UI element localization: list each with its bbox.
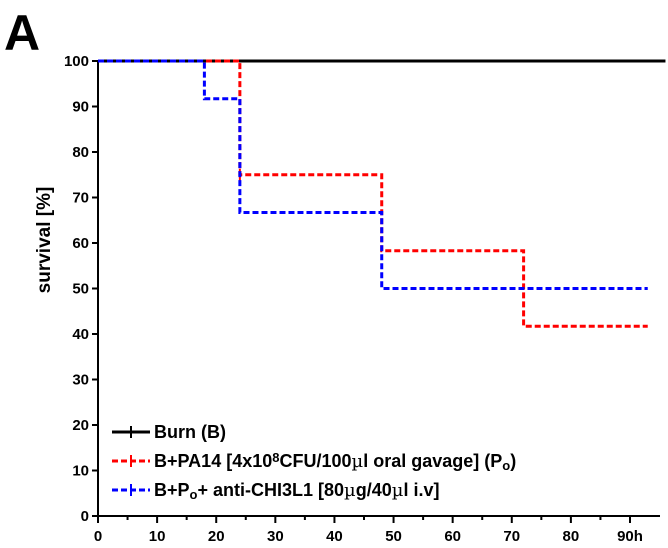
- y-tick-label: 20: [72, 417, 89, 434]
- series-line: [98, 59, 648, 290]
- y-tick-label: 90: [72, 99, 89, 116]
- y-tick-label: 30: [72, 372, 89, 389]
- y-tick-label: 80: [72, 144, 89, 161]
- y-axis-label: survival [%]: [34, 187, 55, 294]
- legend-label: B+PA14 [4x108CFU/100µl oral gavage] (Po): [154, 450, 516, 473]
- y-tick-label: 50: [72, 281, 89, 298]
- x-tick-label: 40: [326, 528, 343, 545]
- x-tick-label: 10: [149, 528, 166, 545]
- x-tick-label: 80: [563, 528, 580, 545]
- y-tick-label: 100: [64, 53, 89, 70]
- x-tick-label: 0: [94, 528, 102, 545]
- x-tick-label: 20: [208, 528, 225, 545]
- x-tick-label: 60: [444, 528, 461, 545]
- x-tick-label: 70: [503, 528, 520, 545]
- panel-label: A: [4, 5, 40, 61]
- y-tick-label: 0: [81, 508, 89, 525]
- legend-label: B+Po+ anti-CHI3L1 [80µg/40µl i.v]: [154, 480, 439, 502]
- y-tick-label: 10: [72, 463, 89, 480]
- legend-label: Burn (B): [154, 422, 226, 442]
- ticks: 0 10 20 30 40 50 60 70 80 90 100 0 10 20 30 40 50 60 70 80 9…: [64, 53, 643, 545]
- y-tick-label: 60: [72, 235, 89, 252]
- y-tick-label: 70: [72, 190, 89, 207]
- legend: Burn (B) B+PA14 [4x108CFU/100µl oral gava…: [112, 422, 516, 502]
- x-tick-label: 90h: [617, 528, 643, 545]
- x-tick-label: 50: [385, 528, 402, 545]
- series-line: [98, 59, 648, 328]
- y-tick-label: 40: [72, 326, 89, 343]
- x-tick-label: 30: [267, 528, 284, 545]
- series-group: [98, 59, 666, 328]
